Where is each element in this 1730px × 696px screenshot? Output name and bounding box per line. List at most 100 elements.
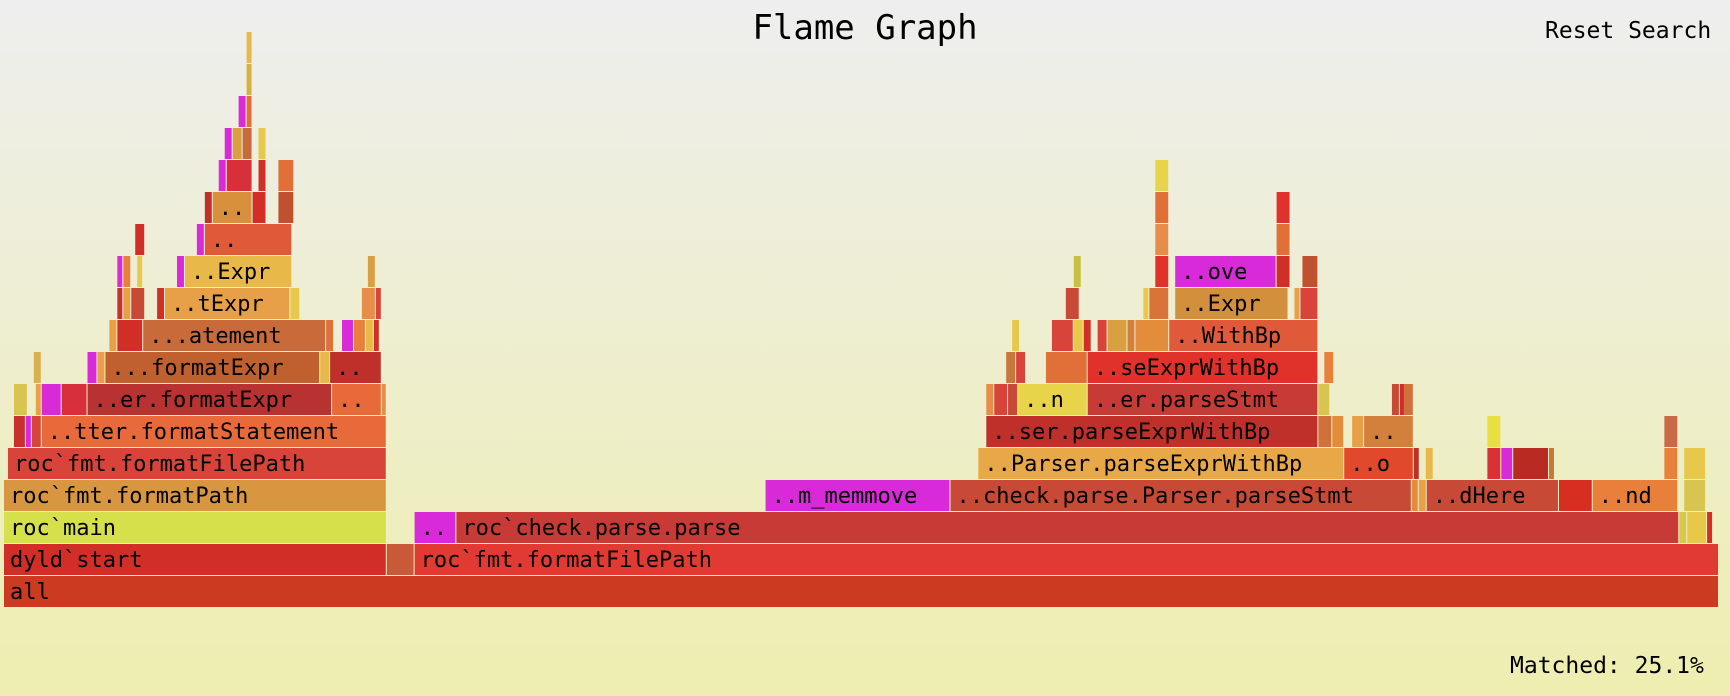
frame-101[interactable] [123, 256, 131, 287]
frame-rect[interactable] [137, 256, 143, 287]
frame-rect[interactable] [1008, 384, 1018, 415]
frame-63[interactable]: .. [330, 352, 381, 383]
frame-10[interactable]: roc`fmt.formatPath [4, 480, 386, 511]
frame-rect[interactable] [1175, 256, 1276, 287]
frame-126[interactable] [1155, 160, 1169, 191]
frame-rect[interactable] [1344, 448, 1413, 479]
frame-rect[interactable] [135, 224, 145, 255]
frame-62[interactable] [320, 352, 330, 383]
frame-rect[interactable] [765, 480, 950, 511]
frame-131[interactable] [238, 96, 246, 127]
frame-130[interactable] [258, 128, 266, 159]
frame-rect[interactable] [386, 544, 414, 575]
frame-rect[interactable] [1318, 416, 1332, 447]
frame-36[interactable] [1332, 416, 1344, 447]
frame-57[interactable] [1403, 384, 1413, 415]
frame-3[interactable]: roc`fmt.formatFilePath [414, 544, 1719, 575]
frame-73[interactable] [342, 320, 353, 351]
frame-rect[interactable] [258, 128, 266, 159]
frame-rect[interactable] [1707, 512, 1713, 543]
frame-rect[interactable] [1097, 320, 1107, 351]
frame-rect[interactable] [1558, 480, 1592, 511]
frame-122[interactable] [218, 160, 226, 191]
frame-rect[interactable] [1276, 192, 1290, 223]
frame-rect[interactable] [117, 256, 123, 287]
frame-47[interactable] [381, 384, 386, 415]
frame-26[interactable] [1513, 448, 1549, 479]
frame-rect[interactable] [1149, 288, 1169, 319]
frame-14[interactable] [1418, 480, 1426, 511]
frame-rect[interactable] [41, 416, 386, 447]
frame-rect[interactable] [143, 320, 326, 351]
frame-rect[interactable] [176, 256, 184, 287]
frame-123[interactable] [226, 160, 252, 191]
frame-rect[interactable] [1300, 288, 1318, 319]
frame-34[interactable]: ..ser.parseExprWithBp [986, 416, 1318, 447]
frame-rect[interactable] [41, 384, 61, 415]
frame-114[interactable] [1155, 224, 1169, 255]
frame-71[interactable]: ...atement [143, 320, 326, 351]
frame-rect[interactable] [246, 96, 252, 127]
frame-rect[interactable] [258, 160, 266, 191]
frame-70[interactable] [117, 320, 143, 351]
frame-rect[interactable] [1135, 320, 1169, 351]
frame-81[interactable] [1097, 320, 1107, 351]
frame-rect[interactable] [994, 384, 1008, 415]
frame-45[interactable]: ..er.formatExpr [87, 384, 332, 415]
frame-rect[interactable] [212, 192, 252, 223]
reset-search-button[interactable]: Reset Search [1545, 18, 1712, 44]
frame-72[interactable] [326, 320, 334, 351]
frame-rect[interactable] [1276, 224, 1290, 255]
frame-rect[interactable] [1087, 384, 1318, 415]
frame-89[interactable] [157, 288, 165, 319]
frame-107[interactable] [1155, 256, 1169, 287]
frame-67[interactable]: ..seExprWithBp [1087, 352, 1318, 383]
frame-83[interactable] [1127, 320, 1135, 351]
frame-12[interactable]: ..check.parse.Parser.parseStmt [950, 480, 1411, 511]
frame-16[interactable] [1558, 480, 1592, 511]
frame-rect[interactable] [224, 128, 232, 159]
frame-rect[interactable] [1045, 352, 1087, 383]
frame-91[interactable] [290, 288, 300, 319]
frame-rect[interactable] [1391, 384, 1399, 415]
frame-rect[interactable] [1155, 160, 1169, 191]
frame-82[interactable] [1107, 320, 1127, 351]
frame-rect[interactable] [13, 416, 25, 447]
frame-133[interactable] [246, 64, 252, 95]
frame-rect[interactable] [165, 288, 290, 319]
frame-4[interactable]: roc`main [4, 512, 386, 543]
frame-59[interactable] [87, 352, 97, 383]
frame-125[interactable] [278, 160, 294, 191]
frame-119[interactable] [278, 192, 294, 223]
frame-rect[interactable] [246, 64, 252, 95]
frame-132[interactable] [246, 96, 252, 127]
frame-rect[interactable] [226, 160, 252, 191]
frame-rect[interactable] [1155, 256, 1169, 287]
frame-rect[interactable] [13, 384, 27, 415]
frame-75[interactable] [365, 320, 373, 351]
frame-108[interactable]: ..ove [1175, 256, 1276, 287]
frame-rect[interactable] [1073, 320, 1083, 351]
frame-44[interactable] [61, 384, 87, 415]
frame-11[interactable]: ..m_memmove [765, 480, 950, 511]
frame-rect[interactable] [1006, 352, 1016, 383]
frame-111[interactable] [135, 224, 145, 255]
frame-rect[interactable] [367, 256, 375, 287]
frame-8[interactable] [1687, 512, 1707, 543]
frame-76[interactable] [373, 320, 379, 351]
frame-rect[interactable] [950, 480, 1411, 511]
frame-rect[interactable] [381, 384, 386, 415]
frame-113[interactable]: .. [204, 224, 292, 255]
frame-96[interactable] [1149, 288, 1169, 319]
frame-40[interactable] [1664, 416, 1678, 447]
frame-95[interactable] [1143, 288, 1149, 319]
frame-rect[interactable] [196, 224, 204, 255]
frame-68[interactable] [1324, 352, 1334, 383]
frame-103[interactable] [176, 256, 184, 287]
frame-55[interactable] [1391, 384, 1399, 415]
frame-64[interactable] [1006, 352, 1016, 383]
frame-rect[interactable] [87, 384, 332, 415]
frame-87[interactable] [123, 288, 131, 319]
frame-rect[interactable] [1403, 384, 1413, 415]
frame-rect[interactable] [414, 512, 456, 543]
